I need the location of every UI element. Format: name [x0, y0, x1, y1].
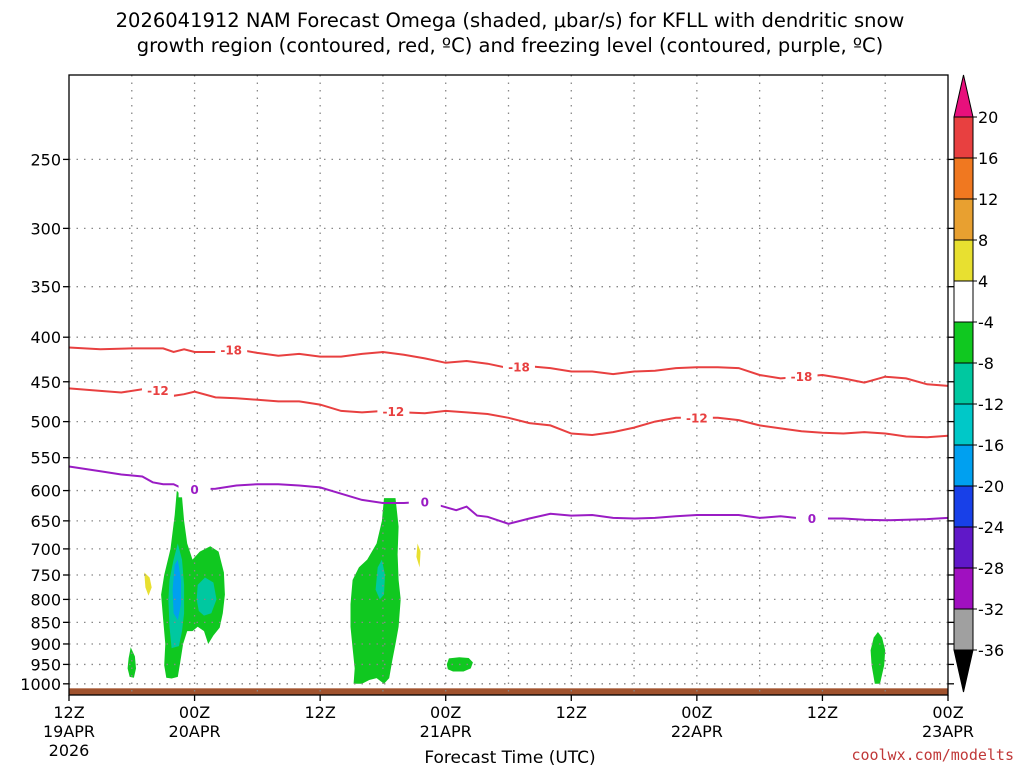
- colorbar-bin: [953, 116, 974, 159]
- omega-teal-blob-20apr: [196, 577, 217, 616]
- y-tick-label: 400: [30, 328, 61, 347]
- minus12-isotherm-label: -12: [383, 405, 405, 419]
- plot-area: -18 -18 -18 -12 -12 -12 0 0 0 250 300 350 400 450 500 5…: [20, 74, 974, 760]
- freezing-level-label-bg: [795, 510, 828, 527]
- omega-green-blob-22apr: [870, 632, 886, 684]
- x-tick-time: 00Z: [932, 703, 963, 722]
- minus18-isotherm-label: -18: [791, 370, 813, 384]
- y-tick-label: 300: [30, 219, 61, 238]
- x-tick-date: 20APR: [169, 722, 221, 741]
- colorbar-top-arrow: [953, 74, 974, 118]
- colorbar-label: -32: [978, 600, 1004, 619]
- y-axis: 250 300 350 400 450 500 550 600 650 700 750 800 850 9…: [20, 150, 954, 694]
- freezing-level-label-bg: [178, 481, 211, 498]
- colorbar-label: 8: [978, 231, 988, 250]
- minus18-isotherm-label: -18: [220, 343, 242, 357]
- colorbar-label: -8: [978, 354, 994, 373]
- freezing-level-label-bg: [408, 493, 441, 510]
- freezing-level-label: 0: [808, 512, 816, 526]
- y-tick-label: 350: [30, 278, 61, 297]
- x-tick-time: 12Z: [304, 703, 335, 722]
- contours: -18 -18 -18 -12 -12 -12 0 0 0: [68, 341, 949, 527]
- omega-shading: [127, 490, 886, 684]
- colorbar-label: -12: [978, 395, 1004, 414]
- colorbar-label: 16: [978, 149, 998, 168]
- y-tick-label: 950: [30, 655, 61, 674]
- colorbar-bin: [953, 485, 974, 528]
- y-tick-label: 900: [30, 635, 61, 654]
- colorbar-bin: [953, 239, 974, 282]
- x-tick-date: 22APR: [671, 722, 723, 741]
- y-tick-label: 650: [30, 512, 61, 531]
- x-tick-time: 00Z: [430, 703, 461, 722]
- minus12-isotherm-label-bg: [141, 382, 174, 399]
- x-tick-date: 21APR: [420, 722, 472, 741]
- x-tick-time: 00Z: [179, 703, 210, 722]
- minus18-isotherm-label-bg: [215, 341, 248, 358]
- credit-text: coolwx.com/modelts: [851, 746, 1014, 764]
- minus12-isotherm-label-bg: [377, 403, 410, 420]
- x-tick-year: 2026: [49, 741, 90, 760]
- minus12-isotherm-label: -12: [147, 384, 169, 398]
- colorbar-label: -36: [978, 641, 1004, 660]
- chart-title-line-2: growth region (contoured, red, ºC) and f…: [137, 34, 884, 57]
- y-tick-label: 800: [30, 590, 61, 609]
- freezing-level-label: 0: [190, 483, 198, 497]
- omega-green-blob-19apr: [127, 647, 136, 678]
- colorbar-bin: [953, 444, 974, 487]
- y-tick-label: 500: [30, 413, 61, 432]
- colorbar-label: -24: [978, 518, 1004, 537]
- plot-frame: [68, 74, 949, 696]
- colorbar-label: -16: [978, 436, 1004, 455]
- minus12-isotherm-label-bg: [680, 409, 713, 426]
- x-axis-label: Forecast Time (UTC): [424, 748, 595, 768]
- y-tick-label: 250: [30, 150, 61, 169]
- y-tick-label: 1000: [20, 675, 61, 694]
- colorbar-bin: [953, 608, 974, 651]
- colorbar-bottom-arrow: [953, 649, 974, 693]
- colorbar-label: 4: [978, 272, 988, 291]
- colorbar-bin: [953, 403, 974, 446]
- y-tick-label: 600: [30, 482, 61, 501]
- x-tick-time: 12Z: [807, 703, 838, 722]
- y-tick-label: 850: [30, 613, 61, 632]
- colorbar-label: 20: [978, 108, 998, 127]
- y-tick-label: 550: [30, 449, 61, 468]
- y-tick-label: 750: [30, 566, 61, 585]
- minus18-isotherm-label: -18: [508, 361, 530, 375]
- y-tick-label: 700: [30, 540, 61, 559]
- x-tick-date: 23APR: [922, 722, 974, 741]
- colorbar-bin: [953, 280, 974, 323]
- minus18-isotherm-label-bg: [785, 368, 818, 385]
- omega-teal-blob-21apr: [375, 559, 385, 600]
- colorbar-label: -20: [978, 477, 1004, 496]
- colorbar-label: 12: [978, 190, 998, 209]
- colorbar-bin: [953, 157, 974, 200]
- x-tick-time: 12Z: [556, 703, 587, 722]
- chart-title-line-1: 2026041912 NAM Forecast Omega (shaded, μ…: [116, 9, 905, 32]
- x-tick-date: 19APR: [43, 722, 95, 741]
- omega-green-cluster-21apr: [350, 498, 401, 684]
- colorbar-label: -4: [978, 313, 994, 332]
- colorbar-bin: [953, 526, 974, 569]
- colorbar-label: -28: [978, 559, 1004, 578]
- y-tick-label: 450: [30, 373, 61, 392]
- minus18-isotherm-label-bg: [502, 359, 535, 376]
- x-tick-time: 12Z: [53, 703, 84, 722]
- omega-yellow-blob-19apr: [144, 572, 152, 596]
- terrain-strip: [69, 688, 948, 695]
- omega-colorbar: 20 16 12 8 4 -4 -8 -12 -16 -20 -24 -28 -32 -36: [953, 74, 1004, 693]
- colorbar-bin: [953, 362, 974, 405]
- colorbar-bin: [953, 198, 974, 241]
- minus12-isotherm-label: -12: [686, 411, 708, 425]
- x-tick-time: 00Z: [681, 703, 712, 722]
- freezing-level-label: 0: [421, 495, 429, 509]
- colorbar-bin: [953, 567, 974, 610]
- colorbar-bin: [953, 321, 974, 364]
- omega-yellow-blob-21apr: [416, 543, 421, 568]
- minus12-isotherm-line: [68, 387, 949, 439]
